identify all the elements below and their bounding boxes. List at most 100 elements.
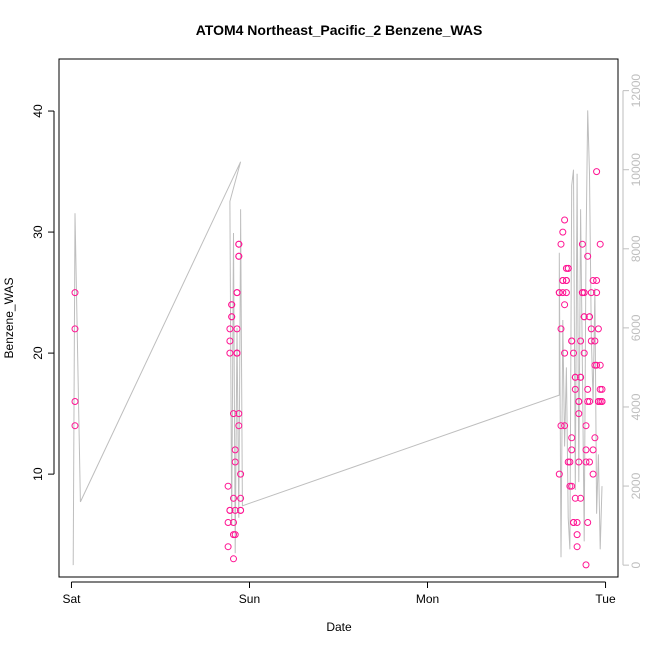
data-point bbox=[577, 337, 585, 345]
data-point bbox=[584, 252, 592, 260]
data-point bbox=[573, 531, 581, 539]
data-point bbox=[562, 289, 570, 297]
y2-tick-label: 12000 bbox=[629, 74, 643, 108]
data-point bbox=[557, 240, 565, 248]
data-point bbox=[568, 434, 576, 442]
data-point bbox=[566, 458, 574, 466]
y2-tick-label: 0 bbox=[629, 561, 643, 568]
data-point bbox=[235, 252, 243, 260]
x-tick-label: Sun bbox=[239, 592, 260, 606]
data-point bbox=[568, 446, 576, 454]
data-point bbox=[564, 264, 572, 272]
data-point bbox=[589, 446, 597, 454]
data-point bbox=[587, 337, 595, 345]
data-point bbox=[589, 277, 597, 284]
data-point bbox=[226, 349, 234, 357]
data-point bbox=[575, 410, 583, 418]
data-point bbox=[587, 325, 595, 333]
data-point bbox=[231, 458, 239, 466]
data-point bbox=[233, 325, 241, 333]
chart-title: ATOM4 Northeast_Pacific_2 Benzene_WAS bbox=[196, 22, 483, 38]
data-point bbox=[230, 555, 237, 563]
y-tick-label: 40 bbox=[31, 104, 45, 118]
data-point bbox=[237, 470, 245, 478]
data-point bbox=[577, 373, 585, 381]
data-point bbox=[224, 482, 232, 490]
data-point bbox=[235, 240, 243, 248]
data-point bbox=[557, 422, 565, 430]
data-point bbox=[562, 277, 570, 284]
data-point bbox=[593, 168, 601, 176]
data-point bbox=[596, 361, 604, 369]
data-point bbox=[230, 410, 237, 418]
data-point bbox=[589, 470, 597, 478]
data-point bbox=[559, 228, 567, 236]
data-point bbox=[575, 398, 583, 405]
y-tick-label: 20 bbox=[31, 346, 45, 360]
y2-axis-right: 0 2000 4000 6000 8000 10000 12000 bbox=[622, 74, 643, 568]
data-point bbox=[593, 277, 601, 284]
data-point bbox=[598, 398, 606, 405]
data-point bbox=[593, 361, 601, 369]
data-point bbox=[594, 325, 602, 333]
x-tick-label: Sat bbox=[62, 592, 81, 606]
data-point bbox=[573, 519, 581, 526]
data-point bbox=[570, 349, 577, 357]
y-tick-label: 10 bbox=[31, 467, 45, 481]
x-tick-label: Tue bbox=[595, 592, 616, 606]
y2-tick-label: 4000 bbox=[629, 393, 643, 420]
x-tick-label: Mon bbox=[416, 592, 439, 606]
x-axis: Sat Sun Mon Tue bbox=[62, 581, 616, 606]
data-point bbox=[71, 398, 79, 405]
data-point bbox=[561, 301, 569, 309]
data-point bbox=[228, 313, 236, 321]
data-point bbox=[582, 422, 590, 430]
data-point bbox=[582, 561, 590, 569]
y2-tick-label: 8000 bbox=[629, 235, 643, 262]
points-layer bbox=[71, 168, 606, 569]
data-point bbox=[593, 289, 601, 297]
data-point bbox=[71, 325, 79, 333]
data-point bbox=[568, 337, 576, 345]
y-axis-title: Benzene_WAS bbox=[2, 278, 16, 359]
data-point bbox=[570, 519, 577, 526]
data-point bbox=[71, 289, 79, 297]
data-point bbox=[233, 289, 241, 297]
data-point bbox=[586, 458, 593, 466]
data-point bbox=[571, 373, 579, 381]
x-axis-title: Date bbox=[326, 620, 352, 634]
data-point bbox=[577, 494, 585, 502]
data-point bbox=[226, 337, 234, 345]
data-point bbox=[71, 422, 79, 430]
data-point bbox=[571, 385, 579, 393]
data-point bbox=[575, 458, 583, 466]
data-point bbox=[591, 434, 599, 442]
data-point bbox=[561, 216, 569, 224]
plot-frame bbox=[58, 58, 619, 578]
data-point bbox=[582, 446, 590, 454]
data-point bbox=[598, 385, 606, 393]
data-point bbox=[557, 325, 565, 333]
data-point bbox=[561, 349, 569, 357]
data-point bbox=[561, 422, 569, 430]
data-point bbox=[591, 337, 599, 345]
data-point bbox=[580, 289, 588, 297]
y2-tick-label: 6000 bbox=[629, 314, 643, 341]
data-point bbox=[231, 446, 239, 454]
data-point bbox=[228, 301, 236, 309]
data-point bbox=[582, 458, 590, 466]
data-point bbox=[584, 385, 592, 393]
data-point bbox=[231, 506, 239, 514]
data-point bbox=[555, 289, 563, 297]
y-tick-label: 30 bbox=[31, 225, 45, 239]
data-point bbox=[226, 325, 234, 333]
data-point bbox=[587, 289, 595, 297]
y2-tick-label: 2000 bbox=[629, 472, 643, 499]
data-point bbox=[237, 506, 245, 514]
data-point bbox=[224, 543, 232, 551]
data-point bbox=[237, 494, 245, 502]
data-point bbox=[230, 519, 237, 526]
data-point bbox=[580, 349, 588, 357]
data-point bbox=[568, 482, 576, 490]
